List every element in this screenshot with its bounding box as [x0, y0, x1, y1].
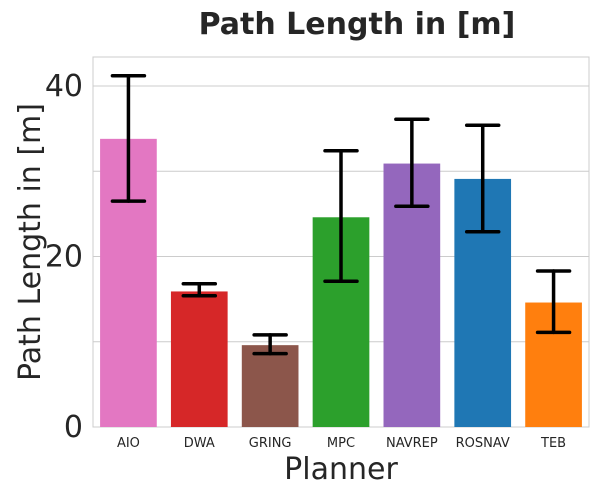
- y-tick-labels: 0 20 40: [45, 69, 83, 445]
- y-axis-label: Path Length in [m]: [13, 103, 48, 381]
- error-bar-navrep: [394, 117, 430, 208]
- error-bar-aio: [110, 74, 147, 203]
- x-tick-label: DWA: [184, 436, 215, 451]
- x-tick-label: TEB: [540, 436, 566, 451]
- bar-gring: [241, 345, 299, 427]
- error-bars: [110, 74, 572, 356]
- x-tick-label: GRING: [249, 436, 292, 451]
- error-bar-dwa: [181, 282, 218, 298]
- x-axis-label: Planner: [284, 452, 398, 487]
- x-tick-label: ROSNAV: [456, 436, 510, 451]
- y-tick-label: 20: [45, 239, 83, 274]
- error-bar-gring: [252, 333, 288, 356]
- x-tick-label: NAVREP: [386, 436, 438, 451]
- error-bar-teb: [535, 269, 572, 335]
- error-bar-mpc: [323, 149, 359, 283]
- error-bar-rosnav: [464, 123, 501, 234]
- x-tick-label: AIO: [117, 436, 140, 451]
- chart-title: Path Length in [m]: [199, 7, 516, 42]
- y-tick-label: 40: [45, 69, 83, 104]
- x-tick-labels: AIO DWA GRING MPC NAVREP ROSNAV TEB: [117, 436, 566, 451]
- bars: [100, 138, 582, 427]
- bar-dwa: [170, 291, 228, 427]
- y-tick-label: 0: [64, 410, 83, 445]
- x-tick-label: MPC: [327, 436, 355, 451]
